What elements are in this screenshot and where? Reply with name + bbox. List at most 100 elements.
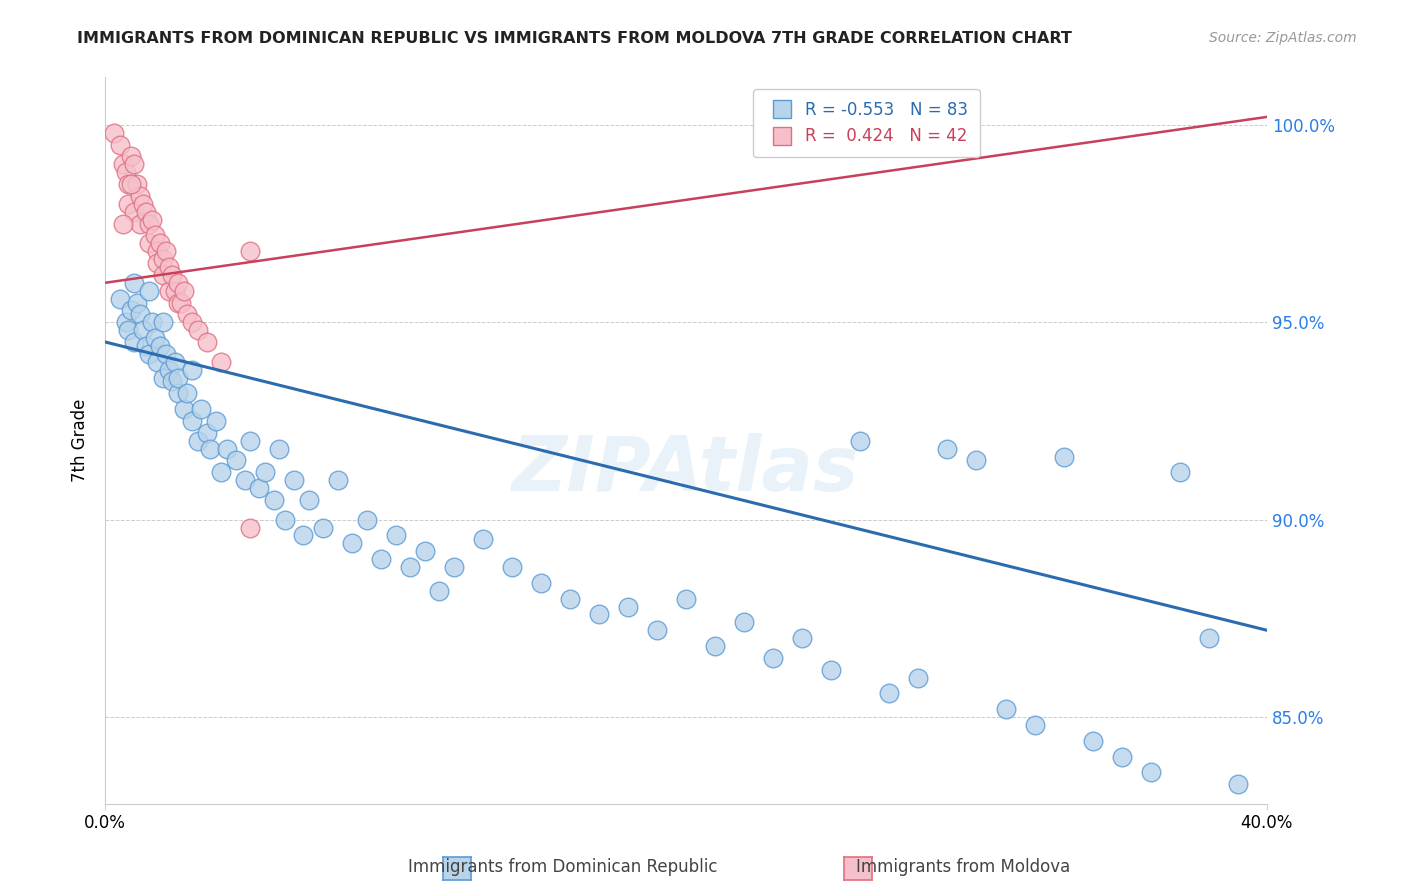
Point <box>198 442 221 456</box>
Point <box>135 339 157 353</box>
Point <box>173 402 195 417</box>
Point <box>117 196 139 211</box>
Point <box>114 315 136 329</box>
Point <box>120 149 142 163</box>
Point <box>138 217 160 231</box>
Point <box>129 217 152 231</box>
Point <box>155 244 177 259</box>
Point <box>443 560 465 574</box>
Point <box>762 651 785 665</box>
Point <box>907 671 929 685</box>
Point <box>356 513 378 527</box>
Point <box>166 295 188 310</box>
Point <box>233 473 256 487</box>
Point <box>704 639 727 653</box>
Point <box>849 126 872 140</box>
Point <box>122 276 145 290</box>
Point <box>132 323 155 337</box>
Point <box>127 177 149 191</box>
Point <box>645 624 668 638</box>
Point <box>146 244 169 259</box>
Point <box>239 244 262 259</box>
Point <box>157 362 180 376</box>
Text: Source: ZipAtlas.com: Source: ZipAtlas.com <box>1209 31 1357 45</box>
Point <box>247 481 270 495</box>
Point <box>152 268 174 282</box>
Point <box>146 256 169 270</box>
Point <box>204 414 226 428</box>
Point <box>209 355 232 369</box>
Point <box>166 370 188 384</box>
Point <box>122 334 145 349</box>
Point <box>1024 718 1046 732</box>
Point <box>253 465 276 479</box>
Y-axis label: 7th Grade: 7th Grade <box>72 399 89 483</box>
Point <box>166 386 188 401</box>
Point <box>129 189 152 203</box>
Point <box>138 236 160 251</box>
Point <box>152 315 174 329</box>
Point <box>501 560 523 574</box>
Point <box>733 615 755 630</box>
Point <box>160 375 183 389</box>
Point <box>1168 465 1191 479</box>
Point <box>239 434 262 448</box>
Point <box>176 307 198 321</box>
Point <box>340 536 363 550</box>
Point <box>849 434 872 448</box>
Point <box>108 292 131 306</box>
Point <box>173 284 195 298</box>
Point <box>384 528 406 542</box>
Point <box>190 402 212 417</box>
Point <box>149 236 172 251</box>
Point <box>163 355 186 369</box>
Point <box>274 513 297 527</box>
Point <box>966 453 988 467</box>
Text: Immigrants from Moldova: Immigrants from Moldova <box>856 858 1070 876</box>
Point <box>283 473 305 487</box>
Legend: R = -0.553   N = 83, R =  0.424   N = 42: R = -0.553 N = 83, R = 0.424 N = 42 <box>754 89 980 157</box>
Point <box>149 339 172 353</box>
Point <box>195 334 218 349</box>
Point <box>132 196 155 211</box>
Point <box>111 217 134 231</box>
Point <box>120 177 142 191</box>
Point <box>291 528 314 542</box>
Point <box>181 362 204 376</box>
Point <box>195 425 218 440</box>
Point <box>170 295 193 310</box>
Point <box>141 315 163 329</box>
Point <box>936 442 959 456</box>
Point <box>879 686 901 700</box>
Point <box>326 473 349 487</box>
Text: Immigrants from Dominican Republic: Immigrants from Dominican Republic <box>408 858 717 876</box>
Point <box>152 252 174 266</box>
Point <box>413 544 436 558</box>
Point <box>1226 777 1249 791</box>
Point <box>163 284 186 298</box>
Point <box>225 453 247 467</box>
Point <box>122 157 145 171</box>
Point <box>263 492 285 507</box>
Point <box>1139 765 1161 780</box>
Point <box>217 442 239 456</box>
Point <box>181 315 204 329</box>
Point <box>138 347 160 361</box>
Point <box>143 331 166 345</box>
Point <box>471 533 494 547</box>
Point <box>141 212 163 227</box>
Point <box>269 442 291 456</box>
Point <box>1052 450 1074 464</box>
Point <box>138 284 160 298</box>
Point <box>122 204 145 219</box>
Point <box>187 323 209 337</box>
Point <box>187 434 209 448</box>
Point <box>820 663 842 677</box>
Point <box>994 702 1017 716</box>
Point <box>239 520 262 534</box>
Point <box>103 126 125 140</box>
Point <box>1111 749 1133 764</box>
Point <box>558 591 581 606</box>
Point <box>157 260 180 274</box>
Point <box>792 631 814 645</box>
